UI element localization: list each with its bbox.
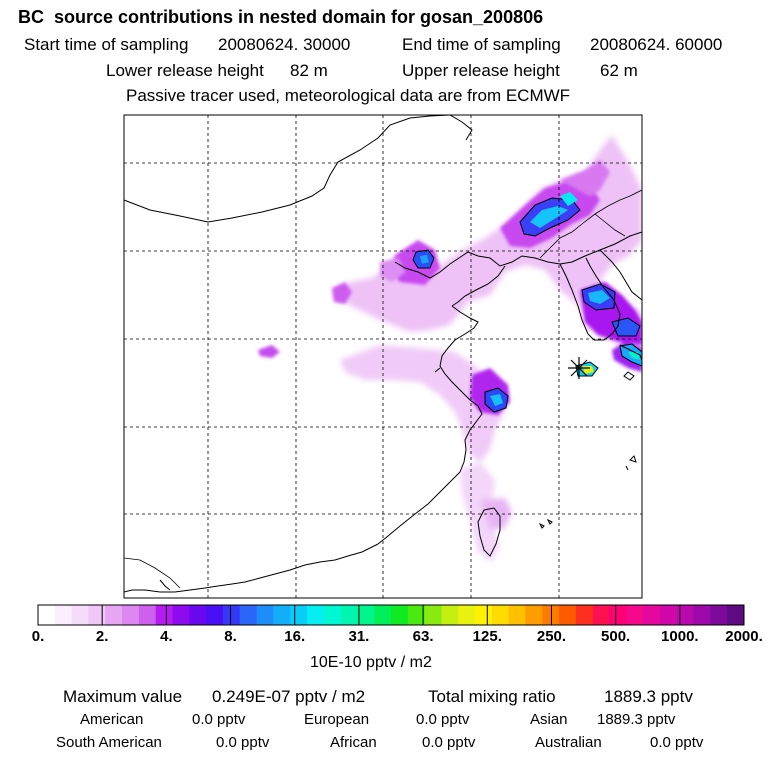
total-mixing-label: Total mixing ratio: [428, 687, 556, 706]
colorbar-tick-label: 2000.: [725, 628, 763, 645]
colorbar-swatch: [88, 605, 106, 625]
high-concentration-cores: [412, 192, 642, 413]
colorbar-swatch: [458, 605, 476, 625]
colorbar-swatch: [575, 605, 594, 625]
colorbar-swatch: [659, 605, 678, 625]
colorbar-swatch: [306, 605, 325, 625]
colorbar-swatch: [391, 605, 409, 625]
region-european-value: 0.0 pptv: [416, 711, 470, 728]
colorbar-swatch: [357, 605, 375, 625]
upper-release-value: 62 m: [600, 61, 638, 80]
colorbar-swatch: [239, 605, 258, 625]
colorbar-swatch: [374, 605, 392, 625]
colorbar-swatch: [676, 605, 695, 625]
colorbar-swatch: [525, 605, 543, 625]
colorbar-swatch: [122, 605, 140, 625]
max-value-label: Maximum value: [63, 687, 183, 706]
region-south-american-value: 0.0 pptv: [216, 734, 270, 751]
lower-release-value: 82 m: [290, 61, 328, 80]
colorbar-swatch: [592, 605, 611, 625]
colorbar-swatch: [155, 605, 173, 625]
region-african-value: 0.0 pptv: [422, 734, 476, 751]
colorbar-swatch: [138, 605, 157, 625]
colorbar-swatch: [609, 605, 627, 625]
colorbar-tick-label: 31.: [348, 628, 370, 645]
colorbar: [37, 604, 745, 626]
max-value: 0.249E-07 pptv / m2: [212, 687, 366, 706]
tracer-note: Passive tracer used, meteorological data…: [126, 86, 571, 105]
region-south-american-label: South American: [56, 734, 162, 751]
colorbar-tick-label: 1000.: [661, 628, 699, 645]
colorbar-swatch: [273, 605, 291, 625]
start-time-label: Start time of sampling: [24, 35, 189, 54]
colorbar-tick-label: 16.: [284, 628, 306, 645]
colorbar-swatch: [626, 605, 644, 625]
map-frame: [123, 114, 643, 599]
coastlines: [124, 115, 642, 593]
region-american-value: 0.0 pptv: [192, 711, 246, 728]
receptor-marker-icon: [568, 357, 590, 379]
colorbar-swatch: [559, 605, 577, 625]
lat-lon-grid: [124, 115, 642, 598]
region-american-label: American: [80, 711, 144, 728]
colorbar-swatch: [693, 605, 711, 625]
colorbar-frame: [37, 604, 745, 626]
colorbar-swatch: [54, 605, 73, 625]
colorbar-swatch: [222, 605, 241, 625]
colorbar-swatch: [340, 605, 358, 625]
colorbar-swatch: [323, 605, 342, 625]
region-asian-label: Asian: [530, 711, 568, 728]
colorbar-swatch: [508, 605, 526, 625]
colorbar-tick-label: 2.: [95, 628, 109, 645]
colorbar-swatch: [38, 605, 56, 625]
lower-release-label: Lower release height: [106, 61, 264, 80]
end-time-label: End time of sampling: [402, 35, 561, 54]
plot-title: BC source contributions in nested domain…: [18, 7, 544, 27]
region-european-label: European: [304, 711, 370, 728]
colorbar-swatch: [256, 605, 274, 625]
colorbar-tick-label: 4.: [160, 628, 173, 645]
region-african-label: African: [330, 734, 377, 751]
colorbar-swatch: [290, 605, 308, 625]
colorbar-tick-label: 250.: [536, 628, 567, 645]
borders: [124, 189, 642, 589]
total-mixing-value: 1889.3 pptv: [604, 687, 693, 706]
end-time-value: 20080624. 60000: [590, 35, 723, 54]
colorbar-tick-label: 0.: [31, 628, 45, 645]
colorbar-swatch: [407, 605, 426, 625]
colorbar-swatch: [424, 605, 442, 625]
colorbar-swatch: [542, 605, 560, 625]
region-australian-label: Australian: [535, 734, 602, 751]
map-area: [124, 115, 642, 598]
colorbar-swatch: [491, 605, 510, 625]
region-asian-value: 1889.3 pptv: [597, 711, 676, 728]
colorbar-unit: 10E-10 pptv / m2: [310, 654, 432, 671]
upper-release-label: Upper release height: [402, 61, 560, 80]
colorbar-swatch: [172, 605, 190, 625]
start-time-value: 20080624. 30000: [218, 35, 351, 54]
colorbar-swatch: [727, 605, 745, 625]
colorbar-tick-label: 500.: [601, 628, 631, 645]
colorbar-swatch: [710, 605, 728, 625]
colorbar-swatch: [105, 605, 123, 625]
colorbar-swatch: [189, 605, 207, 625]
colorbar-swatch: [441, 605, 459, 625]
colorbar-tick-label: 63.: [412, 628, 434, 645]
region-australian-value: 0.0 pptv: [650, 734, 704, 751]
colorbar-swatch: [643, 605, 661, 625]
colorbar-swatch: [475, 605, 493, 625]
colorbar-tick-label: 8.: [224, 628, 237, 645]
colorbar-swatch: [71, 605, 89, 625]
colorbar-tick-label: 125.: [472, 628, 502, 645]
colorbar-swatch: [206, 605, 224, 625]
